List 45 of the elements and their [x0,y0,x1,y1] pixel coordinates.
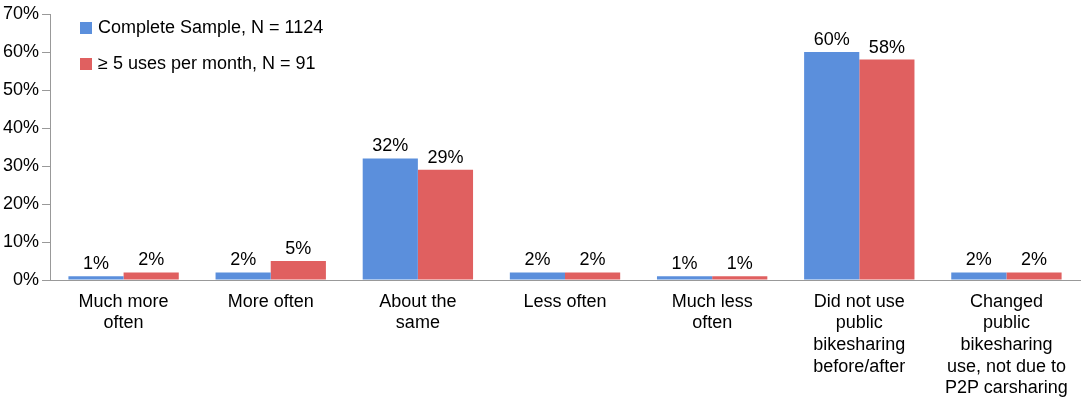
data-label: 32% [372,135,409,156]
y-tick-label: 70% [3,2,40,23]
x-tick-label: Less often [523,290,607,311]
data-label: 1% [726,253,753,274]
legend-label: ≥ 5 uses per month, N = 91 [98,52,316,73]
data-label: 1% [671,253,698,274]
data-label: 60% [813,28,850,49]
bar [565,272,621,280]
data-label: 2% [230,249,257,270]
x-tick-label: Changed public bikesharing use, not due to P2P carsharing [945,290,1068,398]
bar [656,276,713,280]
bar [951,272,1007,280]
y-tick-label: 40% [3,116,40,137]
y-tick-label: 20% [3,192,40,213]
data-label: 2% [138,249,165,270]
data-label: 2% [579,249,606,270]
bar [215,272,271,280]
data-label: 1% [83,253,110,274]
bar [362,158,418,280]
bar [804,52,860,280]
y-tick-label: 0% [13,268,40,289]
y-tick-label: 10% [3,230,40,251]
bar [123,272,179,280]
x-tick-label: Did not use public bikesharing before/after [813,290,906,376]
data-label: 29% [427,146,464,167]
x-tick-label: Much more often [78,290,169,333]
bar [859,59,915,280]
data-label: 2% [1021,249,1048,270]
bar [270,261,326,280]
x-tick-label: Much less often [671,290,753,333]
bar [1006,272,1062,280]
data-label: 58% [868,36,905,57]
bar [417,169,474,280]
y-tick-label: 60% [3,40,40,61]
data-label: 2% [965,249,992,270]
y-tick-label: 30% [3,154,40,175]
y-tick-label: 50% [3,78,40,99]
legend-label: Complete Sample, N = 1124 [98,16,324,37]
data-label: 5% [285,237,312,258]
x-tick-label: About the same [379,290,457,333]
bar [509,272,566,280]
bar [68,276,124,280]
data-label: 2% [524,249,551,270]
x-tick-label: More often [227,290,314,311]
bar [712,276,768,280]
